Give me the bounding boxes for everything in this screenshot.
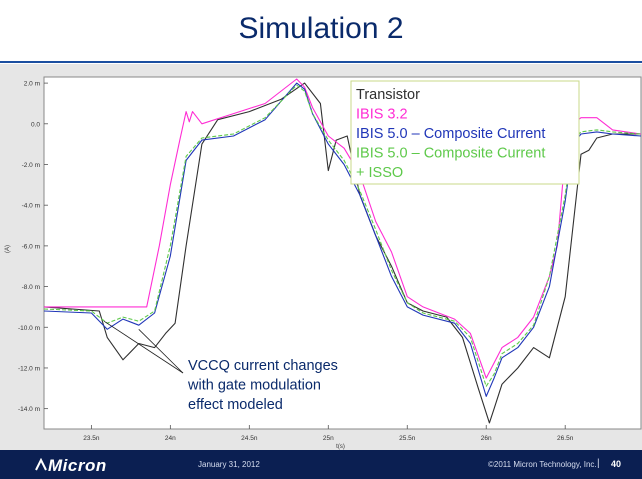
x-tick-label: 26.5n — [557, 435, 574, 442]
annotation-pointer-line — [103, 320, 184, 374]
slide-title: Simulation 2 — [238, 12, 404, 45]
chart: 2.0 m 0.0 -2.0 m -4.0 m -6.0 m -8.0 m -10.0 m -… — [5, 76, 642, 450]
title-divider — [0, 61, 642, 63]
y-axis-label: (A) — [5, 245, 11, 253]
x-tick-label: 24.5n — [241, 435, 258, 442]
x-tick-label: 25.5n — [399, 435, 416, 442]
x-axis-label: t(s) — [336, 444, 345, 450]
series-ibis-5-0-line — [43, 82, 642, 397]
footer-separator: | — [597, 458, 600, 469]
x-tick-label: 25n — [323, 435, 334, 442]
footer-bar: Micron January 31, 2012 ©2011 Micron Tec… — [0, 450, 642, 479]
annotation-text-line: effect modeled — [188, 397, 283, 413]
legend-item-ibis-5-0: IBIS 5.0 – Composite Current — [356, 126, 545, 142]
y-tick-label: -10.0 m — [18, 325, 40, 332]
y-tick-label: -14.0 m — [18, 406, 40, 413]
annotation-text-line: VCCQ current changes — [188, 358, 338, 374]
y-tick-label: -6.0 m — [22, 243, 40, 250]
footer-date: January 31, 2012 — [198, 460, 260, 469]
micron-logo: Micron — [48, 456, 107, 475]
x-tick-label: 26n — [481, 435, 492, 442]
series-ibis-5-0-isso-line — [43, 84, 642, 387]
y-tick-label: 2.0 m — [24, 81, 40, 88]
chart-panel: 2.0 m 0.0 -2.0 m -4.0 m -6.0 m -8.0 m -10.0 m -… — [0, 64, 642, 450]
legend-item-ibis-3-2: IBIS 3.2 — [356, 107, 408, 123]
annotation-text-line: with gate modulation — [187, 378, 321, 394]
legend-item-ibis-5-0-isso: IBIS 5.0 – Composite Current — [356, 146, 545, 162]
y-tick-label: -12.0 m — [18, 365, 40, 372]
legend-item-transistor: Transistor — [356, 87, 420, 103]
micron-logo-icon — [35, 458, 47, 471]
page-number: 40 — [611, 459, 622, 469]
y-tick-label: -2.0 m — [22, 162, 40, 169]
annotation-pointer-line — [138, 329, 184, 374]
y-tick-label: -8.0 m — [22, 284, 40, 291]
y-tick-label: 0.0 — [31, 121, 40, 128]
y-tick-label: -4.0 m — [22, 203, 40, 210]
legend-box — [350, 80, 580, 185]
x-tick-label: 24n — [165, 435, 176, 442]
x-tick-label: 23.5n — [83, 435, 100, 442]
legend-item-isso-suffix: + ISSO — [356, 165, 403, 181]
footer-copyright: ©2011 Micron Technology, Inc. — [488, 460, 597, 469]
